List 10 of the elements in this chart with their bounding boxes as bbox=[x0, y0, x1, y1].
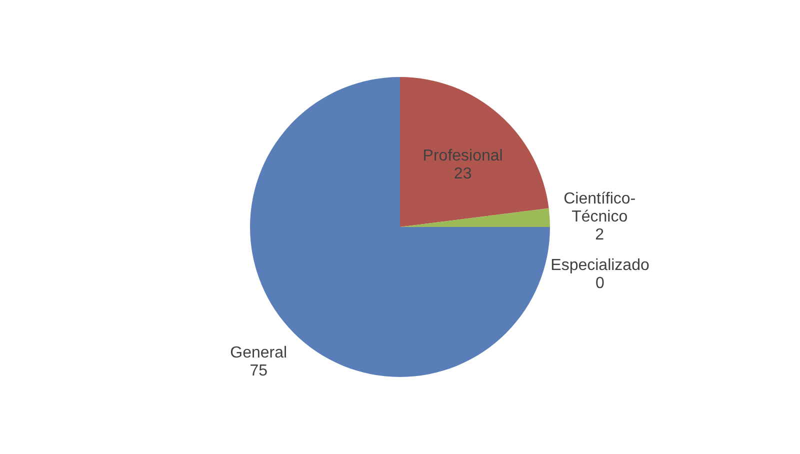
slice-label: Profesional bbox=[422, 148, 503, 165]
slice-label: General bbox=[230, 344, 288, 362]
text: 0 bbox=[596, 275, 604, 292]
data-label: 75 bbox=[250, 362, 268, 380]
data-label: 2 bbox=[595, 226, 604, 244]
pie-slice bbox=[400, 77, 549, 227]
data-label: 23 bbox=[454, 166, 472, 183]
category-label: Especializado bbox=[550, 257, 650, 274]
pie-slice bbox=[400, 208, 550, 227]
slice-label: Científico-Técnico bbox=[564, 190, 636, 226]
